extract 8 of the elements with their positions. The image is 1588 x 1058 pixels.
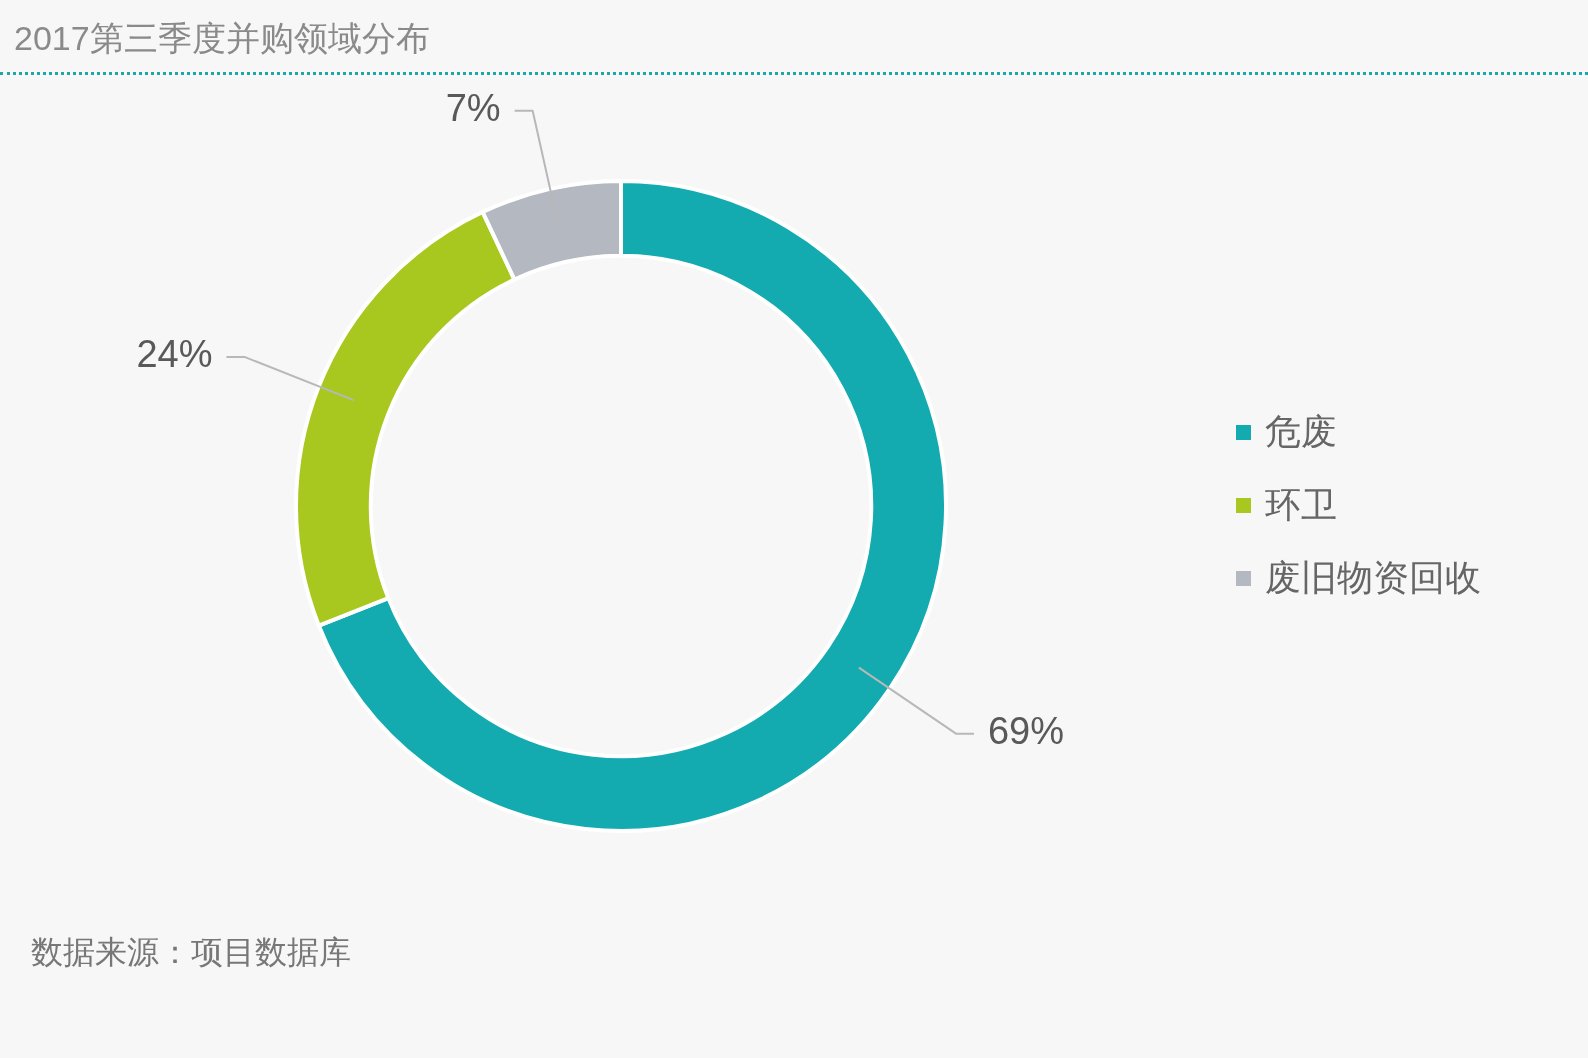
legend-label: 废旧物资回收 [1265, 556, 1481, 600]
data-label: 24% [136, 333, 213, 376]
chart-title: 2017第三季度并购领域分布 [14, 18, 430, 59]
legend-label: 危废 [1265, 410, 1337, 454]
data-label: 69% [987, 710, 1065, 753]
source-note: 数据来源：项目数据库 [31, 933, 351, 972]
data-label: 7% [445, 87, 501, 130]
legend-label: 环卫 [1265, 483, 1337, 527]
